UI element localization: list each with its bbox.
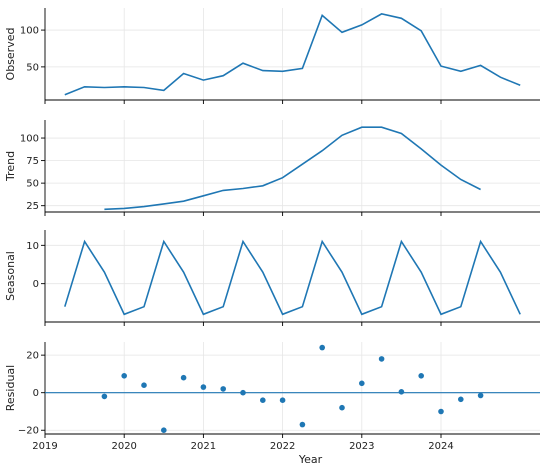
residual-point — [319, 344, 326, 351]
residual-point — [339, 404, 345, 411]
x-tick-label: 2024 — [428, 441, 453, 452]
y-tick-label: 25 — [26, 201, 39, 212]
y-tick-label: 0 — [33, 279, 39, 290]
residual-point — [398, 389, 405, 395]
y-axis-title: Observed — [4, 28, 17, 81]
y-tick-label: 100 — [20, 26, 39, 37]
residual-point — [260, 397, 266, 404]
x-tick-label: 2023 — [349, 441, 374, 452]
residual-point — [279, 397, 286, 404]
residual-point — [458, 396, 464, 403]
series-line-observed — [64, 13, 521, 96]
x-tick-label: 2020 — [111, 441, 136, 452]
x-tick-label: 2022 — [270, 441, 295, 452]
panel-seasonal: 0 10 Seasonal — [4, 230, 540, 326]
residual-point — [418, 373, 425, 379]
residual-point — [359, 380, 365, 387]
residual-point — [477, 392, 484, 399]
residual-point — [141, 382, 147, 389]
residual-point — [438, 408, 444, 415]
residual-point — [299, 421, 306, 428]
y-tick-label: 10 — [26, 241, 39, 252]
y-axis-title: Trend — [4, 151, 17, 182]
panel-residual: −20 0 20 Residual 2019 2020 2021 2022 2023 2024 Ye… — [4, 342, 540, 466]
y-tick-label: 75 — [26, 156, 39, 167]
y-tick-label: −20 — [18, 426, 39, 437]
residual-point — [378, 356, 385, 362]
x-tick-label: 2019 — [32, 441, 57, 452]
y-tick-label: 0 — [33, 388, 39, 399]
y-tick-label: 20 — [26, 351, 39, 362]
x-tick-label: 2021 — [191, 441, 216, 452]
y-axis-title: Seasonal — [4, 251, 17, 301]
residual-point — [220, 386, 226, 392]
y-tick-label: 100 — [20, 134, 39, 145]
residual-point — [161, 427, 167, 434]
residual-point — [180, 374, 187, 381]
y-tick-label: 50 — [26, 62, 39, 73]
residual-point — [200, 384, 207, 390]
series-line-trend — [104, 126, 481, 211]
series-line-seasonal — [64, 239, 521, 316]
x-axis-title: Year — [298, 453, 323, 466]
residual-point — [101, 393, 108, 400]
y-tick-label: 50 — [26, 179, 39, 190]
residual-point — [240, 389, 246, 396]
y-axis-title: Residual — [4, 365, 17, 411]
residual-point — [121, 373, 127, 379]
